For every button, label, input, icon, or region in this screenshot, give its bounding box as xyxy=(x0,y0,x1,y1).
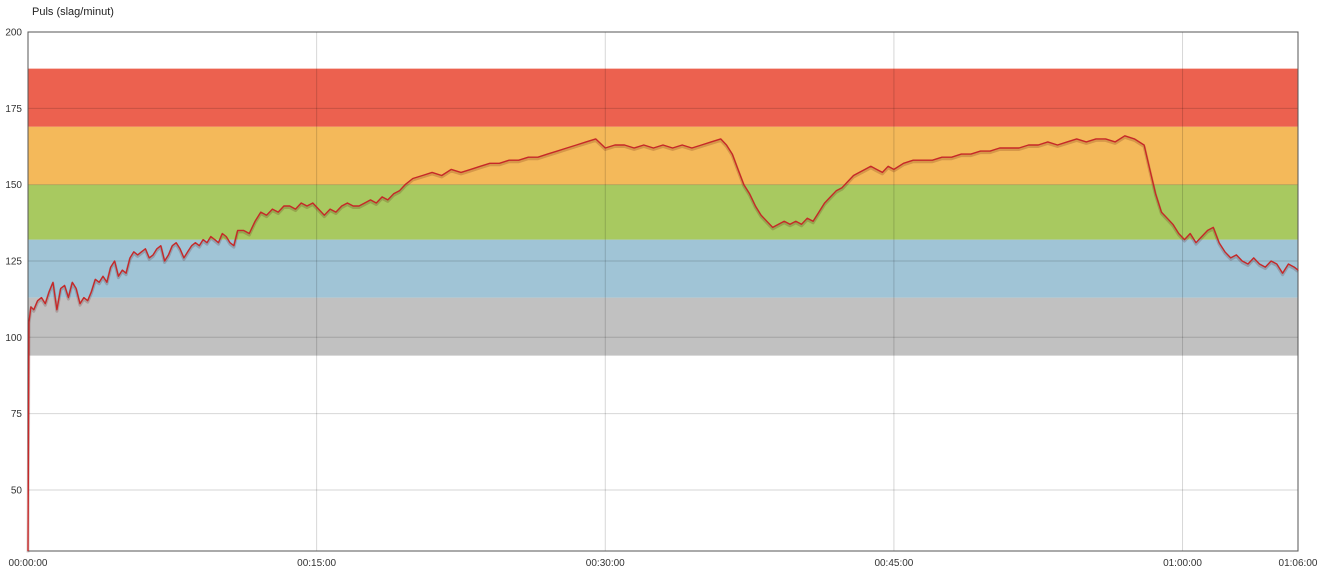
zone-band-2 xyxy=(28,239,1298,298)
y-tick-label: 200 xyxy=(5,28,22,39)
y-tick-label: 175 xyxy=(5,104,22,115)
series-line-shadow xyxy=(26,135,1299,553)
y-tick-label: 75 xyxy=(11,409,23,420)
x-tick-label: 00:30:00 xyxy=(586,558,625,569)
heart-rate-line xyxy=(27,135,1299,552)
y-tick-label: 100 xyxy=(5,333,22,344)
x-tick-label: 00:15:00 xyxy=(297,558,336,569)
zone-band-3 xyxy=(28,184,1298,240)
y-tick-label: 150 xyxy=(5,180,22,191)
y-tick-label: 125 xyxy=(5,256,22,267)
x-tick-label: 00:45:00 xyxy=(874,558,913,569)
series-layer xyxy=(26,135,1299,553)
zone-band-5 xyxy=(28,68,1298,127)
x-tick-label: 01:00:00 xyxy=(1163,558,1202,569)
zone-band-1 xyxy=(28,297,1298,356)
plot-frame xyxy=(27,31,1299,552)
x-tick-label: 01:06:00 xyxy=(1279,558,1318,569)
chart-title: Puls (slag/minut) xyxy=(32,6,114,18)
zone-band-4 xyxy=(28,126,1298,185)
x-tick-label: 00:00:00 xyxy=(9,558,48,569)
y-tick-label: 50 xyxy=(11,485,23,496)
y-axis-ticks: 50 75 100 125 150 175 200 xyxy=(5,28,22,497)
heart-rate-zones xyxy=(28,68,1298,356)
x-axis-ticks: 00:00:00 00:15:00 00:30:00 00:45:00 01:00:00… xyxy=(9,558,1318,569)
